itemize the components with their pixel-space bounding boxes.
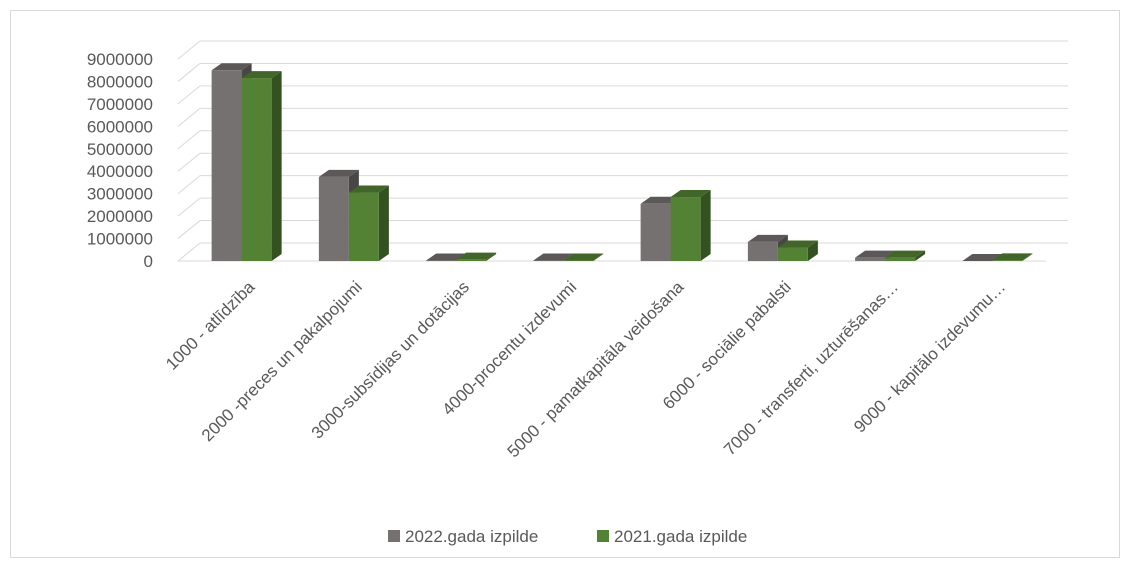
bar-top (777, 240, 818, 248)
bar-2021 (348, 185, 389, 261)
bar-2022 (747, 234, 788, 261)
bar-side (486, 252, 497, 261)
bar-front (670, 197, 701, 261)
bar-front (348, 192, 379, 261)
y-tick-label: 3000000 (87, 185, 153, 204)
bar-top (533, 253, 574, 261)
gridline-depth (177, 107, 201, 127)
bar-side (915, 250, 926, 261)
y-tick-label: 7000000 (87, 95, 153, 114)
bar-front (777, 247, 808, 261)
y-tick-label: 4000000 (87, 162, 153, 181)
bar-side (271, 71, 282, 261)
bar-2021 (563, 253, 604, 261)
legend-label: 2021.gada izpilde (614, 527, 747, 546)
bar-side (1022, 253, 1033, 261)
bar-front (992, 260, 1023, 261)
legend-item: 2021.gada izpilde (597, 527, 747, 546)
bar-top (348, 185, 389, 193)
x-category-label: 5000 - pamatkapitāla veidošana (504, 277, 688, 461)
gridline-depth (177, 175, 201, 195)
bar-2021 (885, 250, 926, 261)
y-tick-label: 2000000 (87, 207, 153, 226)
bar-top (241, 71, 282, 79)
bar-2021 (456, 252, 497, 261)
gridline-depth (177, 85, 201, 105)
bar-front (747, 241, 778, 261)
bar-front (885, 257, 916, 261)
bar-front (241, 78, 272, 261)
bar-top (747, 234, 788, 242)
bar-side (700, 190, 711, 261)
gridline-depth (177, 152, 201, 172)
bar-2021 (670, 190, 711, 261)
gridline-depth (177, 40, 201, 60)
bar-top (563, 253, 604, 261)
bar-2021 (992, 253, 1033, 261)
bar-top (318, 169, 359, 177)
bar-front (456, 259, 487, 261)
bar-2021 (241, 71, 282, 261)
y-tick-label: 6000000 (87, 117, 153, 136)
y-tick-label: 9000000 (87, 50, 153, 69)
chart-frame (10, 10, 1120, 558)
y-tick-label: 0 (144, 252, 153, 271)
bar-top (885, 250, 926, 258)
bar-top (456, 252, 497, 260)
bar-side (807, 240, 818, 261)
gridline-depth (177, 242, 201, 262)
legend-swatch (597, 530, 609, 542)
bar-side (378, 185, 389, 261)
bar-side (593, 253, 604, 261)
gridline-depth (177, 130, 201, 150)
gridline-depth (177, 220, 201, 239)
y-axis-ticks: 0 1000000 2000000 3000000 4000000 5000000 6000… (87, 50, 153, 271)
bar-2021 (777, 240, 818, 261)
bar-top (426, 253, 467, 261)
legend-label: 2022.gada izpilde (405, 527, 538, 546)
gridlines (177, 40, 1068, 262)
x-category-label: 1000 - atlīdzība (162, 277, 259, 374)
bar-front (318, 176, 349, 261)
bar-top (962, 254, 1003, 261)
y-tick-label: 1000000 (87, 230, 153, 249)
bars (211, 63, 1033, 261)
y-tick-label: 8000000 (87, 72, 153, 91)
legend: 2022.gada izpilde 2021.gada izpilde (388, 527, 747, 546)
bar-top (670, 190, 711, 198)
x-category-label: 7000 - transferti, uzturēšanas… (720, 277, 902, 459)
bar-top (855, 250, 896, 258)
legend-item: 2022.gada izpilde (388, 527, 538, 546)
gridline-depth (177, 197, 201, 217)
bar-2022 (962, 254, 1003, 261)
y-tick-label: 5000000 (87, 140, 153, 159)
bar-front (855, 257, 886, 261)
bar-top (211, 63, 252, 71)
bar-top (992, 253, 1033, 261)
gridline-depth (177, 63, 201, 82)
bar-front (640, 203, 671, 261)
legend-swatch (388, 530, 400, 542)
bar-front (211, 70, 242, 261)
